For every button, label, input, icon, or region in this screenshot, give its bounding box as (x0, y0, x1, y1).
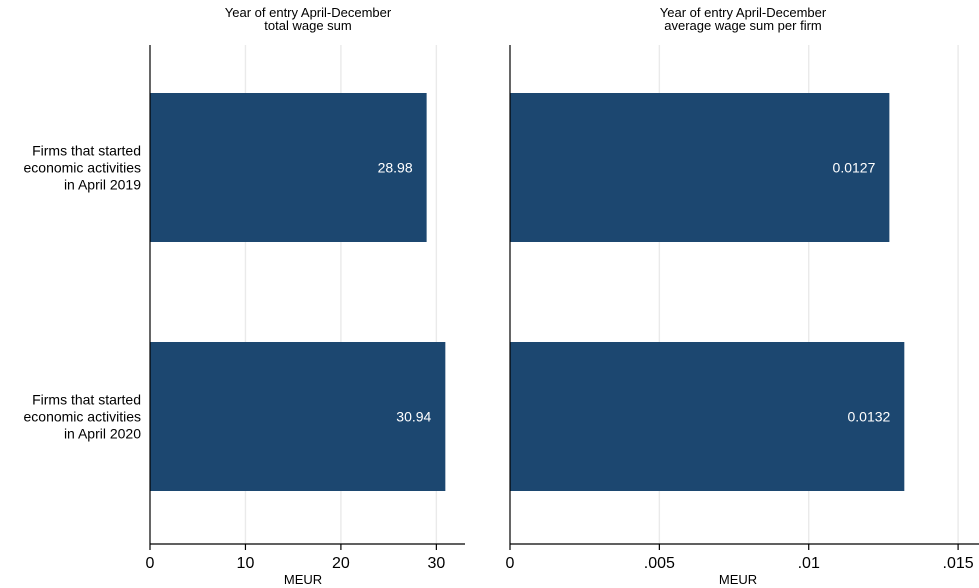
x-tick-label-0-3: 30 (427, 555, 445, 572)
panel-title-1-line-1: average wage sum per firm (664, 18, 822, 33)
category-label-1-line-1: economic activities (24, 409, 142, 425)
panel-title-0-line-1: total wage sum (264, 18, 351, 33)
x-tick-label-0-2: 20 (332, 555, 350, 572)
data-label-1-1: 0.0132 (847, 409, 890, 425)
x-axis-label-1: MEUR (719, 572, 757, 587)
data-label-1-0: 0.0127 (833, 160, 876, 176)
x-tick-label-0-0: 0 (146, 555, 155, 572)
panel-title-1-line-0: Year of entry April-December (660, 5, 827, 20)
category-label-1-line-0: Firms that started (32, 392, 141, 408)
bar-0-1 (150, 342, 446, 491)
x-tick-label-1-1: .005 (644, 555, 675, 572)
x-tick-label-0-1: 10 (237, 555, 255, 572)
x-axis-label-0: MEUR (284, 572, 322, 587)
category-label-0-line-1: economic activities (24, 160, 142, 176)
bar-1-1 (510, 342, 905, 491)
x-tick-label-1-0: 0 (506, 555, 515, 572)
panel-title-0-line-0: Year of entry April-December (225, 5, 392, 20)
data-label-0-0: 28.98 (378, 160, 413, 176)
x-tick-label-1-3: .015 (943, 555, 974, 572)
category-label-1-line-2: in April 2020 (64, 426, 141, 442)
data-label-0-1: 30.94 (396, 409, 431, 425)
bar-1-0 (510, 93, 890, 242)
category-label-0-line-2: in April 2019 (64, 177, 141, 193)
bar-0-0 (150, 93, 427, 242)
x-tick-label-1-2: .01 (798, 555, 820, 572)
category-label-0-line-0: Firms that started (32, 143, 141, 159)
